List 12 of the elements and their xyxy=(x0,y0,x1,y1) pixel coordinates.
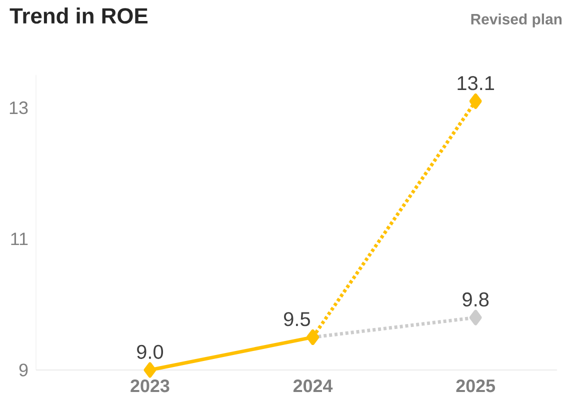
x-tick-label: 2024 xyxy=(293,379,333,392)
data-label: 9.0 xyxy=(137,344,164,359)
text: Revised plan xyxy=(471,14,562,28)
x-tick-label: 2023 xyxy=(130,379,170,392)
x-tick-label: 2025 xyxy=(456,379,496,392)
y-tick-label: 9 xyxy=(19,364,28,376)
chart-title: Trend in ROE xyxy=(10,8,148,24)
y-tick-label: 11 xyxy=(11,232,28,246)
data-label: 9.5 xyxy=(284,312,310,326)
data-label: 13.1 xyxy=(458,76,494,90)
data-label: 9.8 xyxy=(462,292,489,307)
y-tick-label: 13 xyxy=(10,101,28,114)
